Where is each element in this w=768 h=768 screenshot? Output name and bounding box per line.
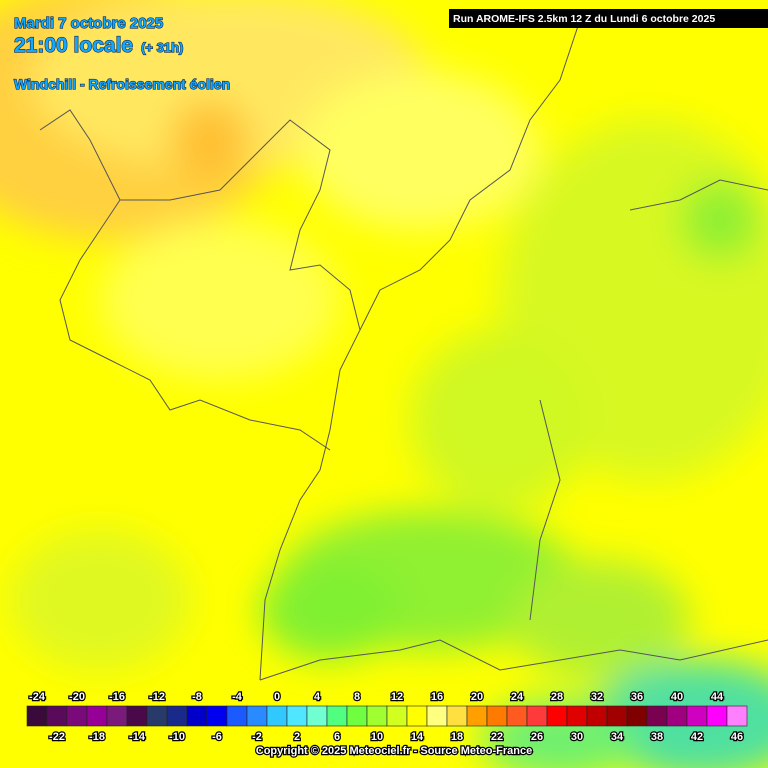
legend-label: 28	[551, 691, 563, 703]
legend-label: -6	[212, 731, 222, 743]
legend-swatch	[46, 705, 68, 727]
legend-label: 12	[391, 691, 403, 703]
legend-label: 32	[591, 691, 603, 703]
legend-label: -4	[232, 691, 243, 703]
legend-swatch	[286, 705, 308, 727]
legend-label: 4	[314, 691, 321, 703]
legend-swatch	[446, 705, 468, 727]
legend-label: -18	[89, 731, 105, 743]
legend-swatch	[706, 705, 728, 727]
legend-label: 26	[531, 731, 543, 743]
legend-label: 22	[491, 731, 503, 743]
legend-swatch	[186, 705, 208, 727]
legend-swatch	[326, 705, 348, 727]
legend-label: 8	[354, 691, 360, 703]
legend-swatch	[206, 705, 228, 727]
legend-swatch	[246, 705, 268, 727]
legend-swatch	[486, 705, 508, 727]
legend-swatch	[726, 705, 748, 727]
legend-swatch	[566, 705, 588, 727]
legend-label: 2	[294, 731, 300, 743]
legend-label: 38	[651, 731, 663, 743]
legend-swatch	[546, 705, 568, 727]
color-legend: -24-22-20-18-16-14-12-10-8-6-4-202468101…	[26, 690, 748, 744]
legend-swatch	[466, 705, 488, 727]
legend-label: 36	[631, 691, 643, 703]
run-box	[449, 9, 768, 28]
legend-swatch	[86, 705, 108, 727]
legend-label: 30	[571, 731, 583, 743]
legend-swatch	[106, 705, 128, 727]
legend-label: -10	[169, 731, 185, 743]
legend-swatch	[266, 705, 288, 727]
legend-label: 16	[431, 691, 443, 703]
legend-label: 24	[511, 691, 524, 703]
legend-label: -16	[109, 691, 125, 703]
borders	[39, 19, 768, 681]
legend-swatch	[166, 705, 188, 727]
time-label: 21:00 locale	[14, 34, 133, 57]
forecast-offset: (+ 31h)	[141, 40, 183, 55]
legend-swatch	[426, 705, 448, 727]
legend-swatch	[586, 705, 608, 727]
legend-label: 46	[731, 731, 743, 743]
legend-label: 42	[691, 731, 703, 743]
legend-label: -14	[129, 731, 146, 743]
legend-swatch	[26, 705, 48, 727]
legend-label: 14	[411, 731, 424, 743]
legend-label: 34	[611, 731, 624, 743]
legend-swatch	[666, 705, 688, 727]
legend-swatch	[526, 705, 548, 727]
legend-swatch	[306, 705, 328, 727]
legend-swatch	[646, 705, 668, 727]
legend-label: 44	[711, 691, 724, 703]
legend-label: 18	[451, 731, 463, 743]
legend-label: 0	[274, 691, 280, 703]
legend-label: -8	[192, 691, 202, 703]
legend-swatch	[386, 705, 408, 727]
legend-label: -24	[29, 691, 46, 703]
legend-swatch	[146, 705, 168, 727]
date-label: Mardi 7 octobre 2025	[14, 15, 163, 32]
legend-swatch	[126, 705, 148, 727]
legend-label: 10	[371, 731, 383, 743]
copyright: Copyright © 2025 Meteociel.fr - Source M…	[256, 745, 532, 757]
legend-label: -22	[49, 731, 65, 743]
legend-label: -2	[252, 731, 262, 743]
legend-swatch	[66, 705, 88, 727]
product-label: Windchill - Refroissement éolien	[14, 76, 230, 92]
legend-swatch	[366, 705, 388, 727]
legend-label: 40	[671, 691, 683, 703]
legend-swatch	[626, 705, 648, 727]
legend-swatch	[406, 705, 428, 727]
legend-swatch	[506, 705, 528, 727]
legend-swatch	[346, 705, 368, 727]
legend-swatch	[226, 705, 248, 727]
legend-label: -20	[69, 691, 85, 703]
legend-swatch	[606, 705, 628, 727]
run-label: Run AROME-IFS 2.5km 12 Z du Lundi 6 octo…	[453, 13, 715, 25]
legend-label: 6	[334, 731, 340, 743]
legend-swatch	[686, 705, 708, 727]
legend-label: -12	[149, 691, 165, 703]
legend-label: 20	[471, 691, 483, 703]
